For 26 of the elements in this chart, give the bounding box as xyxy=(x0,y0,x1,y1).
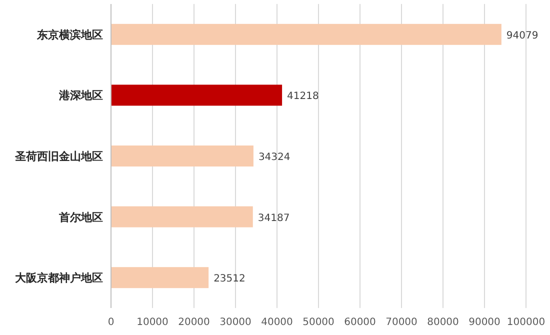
bar xyxy=(111,206,253,228)
x-tick-label: 30000 xyxy=(220,317,252,328)
x-tick-label: 100000 xyxy=(506,317,546,328)
x-tick-label: 70000 xyxy=(386,317,418,328)
x-tick-label: 90000 xyxy=(468,317,500,328)
y-tick-label: 大阪京都神户地区 xyxy=(15,272,103,285)
bar xyxy=(111,24,502,45)
y-tick-label: 首尔地区 xyxy=(58,210,103,224)
y-tick-label: 东京横滨地区 xyxy=(36,28,103,42)
y-tick-label: 港深地区 xyxy=(58,89,103,102)
data-label: 41218 xyxy=(287,91,319,102)
x-tick-label: 80000 xyxy=(427,317,459,328)
x-tick-label: 40000 xyxy=(261,317,293,328)
x-tick-label: 0 xyxy=(108,317,114,328)
x-tick-label: 50000 xyxy=(302,317,334,328)
x-tick-label: 20000 xyxy=(178,317,210,328)
x-tick-label: 60000 xyxy=(344,317,376,328)
y-tick-label: 圣荷西旧金山地区 xyxy=(14,150,103,163)
data-label: 34187 xyxy=(258,212,290,224)
x-tick-label: 10000 xyxy=(136,317,168,328)
data-label: 94079 xyxy=(506,30,538,42)
bar xyxy=(111,84,282,106)
data-label: 23512 xyxy=(214,274,246,285)
bar xyxy=(111,267,209,288)
data-label: 34324 xyxy=(258,152,290,163)
bar xyxy=(111,146,254,166)
